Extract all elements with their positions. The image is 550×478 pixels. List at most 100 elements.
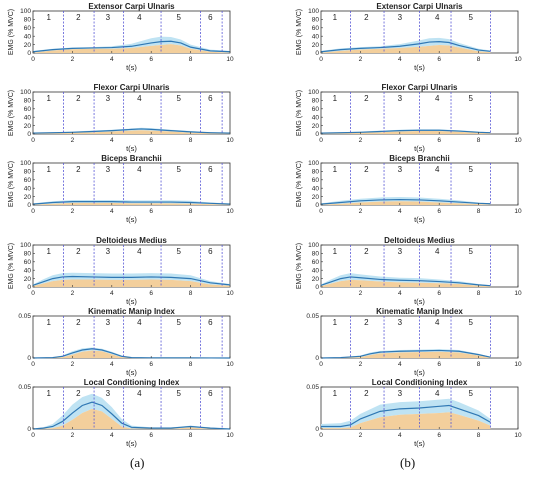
y-tick-label: 0 — [315, 131, 319, 138]
x-tick-label: 10 — [514, 137, 522, 144]
x-tick-label: 10 — [226, 56, 234, 63]
lower-band — [33, 202, 230, 205]
x-tick-label: 0 — [31, 137, 35, 144]
y-tick-label: 80 — [24, 17, 32, 24]
mean-line — [32, 348, 231, 359]
y-axis-label: EMG (% MVC) — [296, 161, 303, 207]
x-tick-label: 6 — [149, 56, 153, 63]
phase-label: 3 — [398, 13, 403, 22]
phase-label: 1 — [47, 13, 52, 22]
phase-label: 5 — [468, 165, 473, 174]
x-tick-label: 4 — [398, 137, 402, 144]
phase-label: 4 — [137, 13, 142, 22]
x-tick-label: 4 — [110, 361, 114, 368]
phase-label: 1 — [47, 94, 52, 103]
x-axis-label: t(s) — [126, 63, 137, 72]
x-tick-label: 8 — [477, 361, 481, 368]
y-tick-label: 40 — [24, 185, 32, 192]
phase-label: 1 — [333, 247, 338, 256]
x-tick-label: 0 — [31, 208, 35, 215]
y-tick-label: 40 — [24, 114, 32, 121]
y-tick-label: 0 — [27, 131, 31, 138]
x-tick-label: 0 — [31, 290, 35, 297]
phase-label: 3 — [106, 389, 111, 398]
std-band — [321, 197, 491, 205]
phase-label: 3 — [106, 318, 111, 327]
phase-label: 1 — [333, 94, 338, 103]
panel-title: Extensor Carpi Ulnaris — [88, 2, 175, 11]
phase-label: 3 — [398, 165, 403, 174]
x-tick-label: 10 — [514, 432, 522, 439]
y-tick-label: 40 — [24, 33, 32, 40]
panel-b-4: Kinematic Manip Index 1 2 3 4 5 0 2 4 6 8 10 0 0.05 t(… — [306, 307, 522, 377]
panel-title: Kinematic Manip Index — [376, 307, 463, 316]
x-tick-label: 6 — [149, 290, 153, 297]
phase-label: 1 — [47, 389, 52, 398]
lower-band — [321, 351, 491, 358]
phase-label: 4 — [435, 13, 440, 22]
phase-label: 3 — [106, 247, 111, 256]
y-tick-label: 40 — [24, 267, 32, 274]
x-tick-label: 10 — [226, 137, 234, 144]
phase-label: 3 — [398, 247, 403, 256]
x-tick-label: 0 — [319, 361, 323, 368]
x-axis-label: t(s) — [414, 439, 425, 448]
phase-label: 5 — [468, 318, 473, 327]
x-tick-label: 6 — [437, 432, 441, 439]
y-tick-label: 80 — [24, 251, 32, 258]
y-axis-label: EMG (% MVC) — [296, 9, 303, 55]
x-tick-label: 6 — [437, 361, 441, 368]
x-tick-label: 4 — [398, 290, 402, 297]
panel-b-5: Local Conditioning Index 1 2 3 4 5 0 2 4 6 8 10 0 0.0… — [306, 378, 522, 448]
y-tick-label: 80 — [312, 98, 320, 105]
x-tick-label: 6 — [437, 290, 441, 297]
y-tick-label: 40 — [312, 33, 320, 40]
lower-band — [321, 131, 491, 134]
x-tick-label: 8 — [477, 432, 481, 439]
panel-a-5: Local Conditioning Index 1 2 3 4 5 6 0 2 4 6 8 10 0 0.… — [18, 378, 234, 448]
y-tick-label: 0 — [315, 50, 319, 57]
x-tick-label: 4 — [398, 208, 402, 215]
x-tick-label: 10 — [514, 208, 522, 215]
phase-label: 4 — [137, 247, 142, 256]
phase-label: 5 — [177, 389, 182, 398]
x-tick-label: 2 — [71, 361, 75, 368]
y-tick-label: 20 — [312, 123, 320, 130]
y-tick-label: 40 — [312, 114, 320, 121]
phase-label: 5 — [468, 13, 473, 22]
panel-a-4: Kinematic Manip Index 1 2 3 4 5 6 0 2 4 6 8 10 0 0.05 t… — [18, 307, 234, 377]
phase-label: 5 — [177, 165, 182, 174]
x-tick-label: 10 — [514, 361, 522, 368]
y-tick-label: 0.05 — [306, 313, 319, 320]
x-tick-label: 2 — [71, 208, 75, 215]
panel-title: Local Conditioning Index — [372, 378, 468, 387]
x-tick-label: 4 — [110, 56, 114, 63]
x-tick-label: 4 — [398, 56, 402, 63]
std-band — [33, 393, 230, 429]
y-tick-label: 60 — [24, 259, 32, 266]
phase-label: 3 — [398, 389, 403, 398]
x-axis-label: t(s) — [126, 144, 137, 153]
mean-line — [32, 40, 231, 53]
phase-label: 2 — [364, 318, 369, 327]
y-tick-label: 0 — [27, 355, 31, 362]
x-tick-label: 8 — [189, 432, 193, 439]
lower-band — [321, 45, 491, 53]
phase-label: 6 — [208, 247, 213, 256]
lower-band — [321, 279, 491, 287]
x-tick-label: 2 — [359, 432, 363, 439]
x-tick-label: 10 — [226, 432, 234, 439]
y-axis-label: EMG (% MVC) — [8, 90, 15, 136]
y-tick-label: 80 — [312, 251, 320, 258]
std-band — [33, 272, 230, 287]
phase-label: 5 — [177, 13, 182, 22]
mean-line — [320, 129, 491, 134]
phase-label: 6 — [208, 318, 213, 327]
x-tick-label: 6 — [149, 361, 153, 368]
panel-title: Local Conditioning Index — [84, 378, 180, 387]
x-tick-label: 0 — [319, 290, 323, 297]
phase-label: 2 — [364, 389, 369, 398]
